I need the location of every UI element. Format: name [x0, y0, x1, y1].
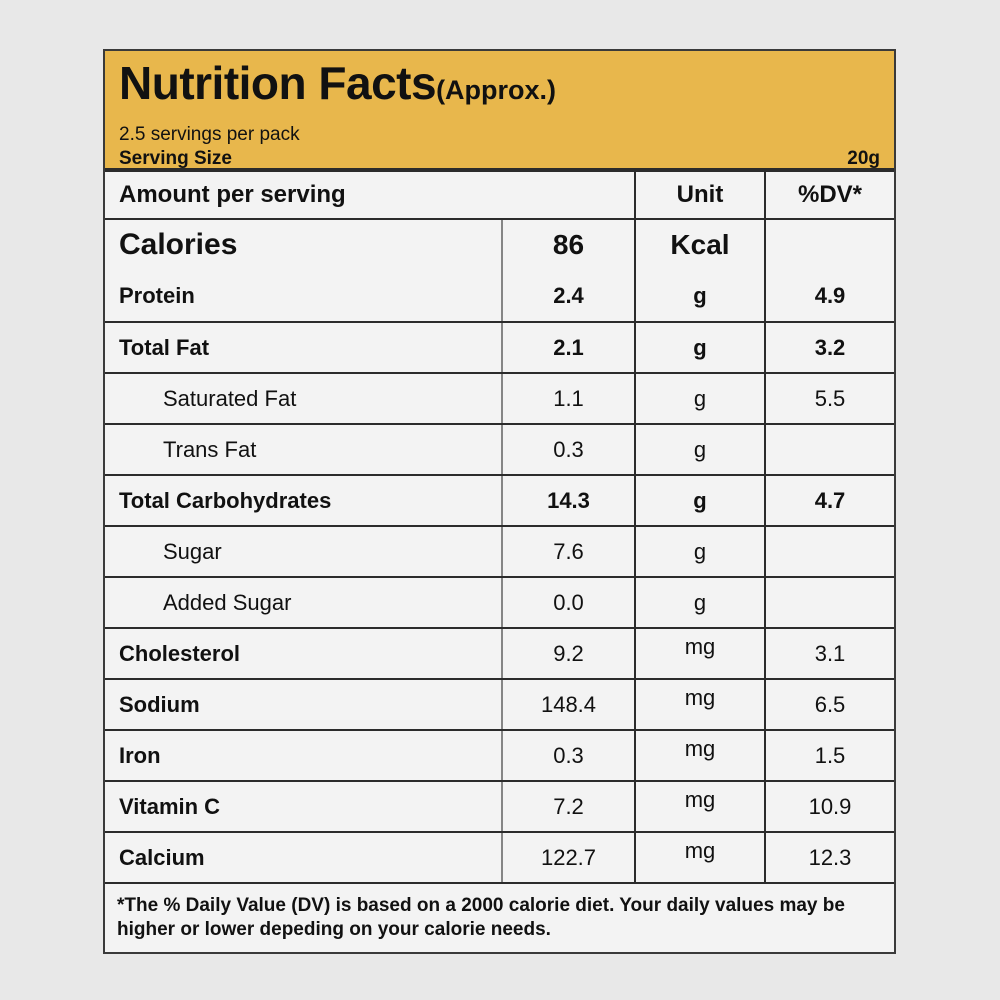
- nutrient-row: Vitamin C 7.2 mg 10.9: [105, 780, 894, 831]
- nutrient-row: Sodium 148.4 mg 6.5: [105, 678, 894, 729]
- nutrient-value: 0.3: [501, 731, 634, 780]
- nutrient-unit-text: mg: [684, 786, 716, 812]
- nutrient-label: Iron: [119, 742, 161, 768]
- nutrient-row: Added Sugar 0.0 g: [105, 576, 894, 627]
- approx-note: (Approx.): [436, 75, 557, 105]
- nutrition-title: Nutrition Facts: [119, 57, 437, 109]
- nutrient-row: Calcium 122.7 mg 12.3: [105, 831, 894, 882]
- label-header: Nutrition Facts(Approx.) 2.5 servings pe…: [105, 51, 894, 170]
- nutrient-dv: [764, 425, 894, 474]
- nutrient-label: Saturated Fat: [163, 385, 297, 411]
- amount-header-cell: Amount per serving: [119, 181, 346, 208]
- nutrient-unit: g: [634, 323, 764, 372]
- nutrient-label: Cholesterol: [119, 640, 241, 666]
- nutrient-unit: g: [634, 270, 764, 321]
- nutrient-value: 148.4: [501, 680, 634, 729]
- calories-row: Calories 86 Kcal: [105, 218, 894, 270]
- nutrient-label: Sodium: [119, 691, 200, 717]
- nutrient-unit: mg: [634, 680, 764, 729]
- nutrient-unit: g: [634, 476, 764, 525]
- nutrient-rows: Protein 2.4 g 4.9 Total Fat 2.1 g 3.2 Sa…: [105, 270, 894, 882]
- nutrient-value: 0.3: [501, 425, 634, 474]
- nutrient-value: 14.3: [501, 476, 634, 525]
- nutrient-label: Total Carbohydrates: [119, 487, 332, 513]
- calories-label: Calories: [119, 228, 238, 261]
- nutrient-value: 2.1: [501, 323, 634, 372]
- nutrient-unit: g: [634, 425, 764, 474]
- nutrient-label: Added Sugar: [163, 589, 292, 615]
- nutrient-label: Total Fat: [119, 334, 210, 360]
- nutrient-dv: 1.5: [764, 731, 894, 780]
- nutrient-value: 0.0: [501, 578, 634, 627]
- nutrient-dv: 10.9: [764, 782, 894, 831]
- table-header-row: Amount per serving Unit %DV*: [105, 170, 894, 218]
- nutrient-unit-text: g: [693, 334, 707, 360]
- nutrient-dv: 6.5: [764, 680, 894, 729]
- title-line: Nutrition Facts(Approx.): [119, 57, 880, 121]
- nutrient-value: 7.2: [501, 782, 634, 831]
- nutrient-row: Protein 2.4 g 4.9: [105, 270, 894, 321]
- nutrient-unit-text: mg: [684, 735, 716, 761]
- nutrient-row: Sugar 7.6 g: [105, 525, 894, 576]
- servings-count: 2.5 servings per pack: [119, 124, 300, 145]
- nutrient-row: Iron 0.3 mg 1.5: [105, 729, 894, 780]
- nutrient-value: 1.1: [501, 374, 634, 423]
- nutrient-unit-text: g: [693, 385, 707, 411]
- nutrient-label: Trans Fat: [163, 436, 257, 462]
- calories-dv: [764, 220, 894, 270]
- dv-header-cell: %DV*: [764, 172, 894, 218]
- nutrient-dv: 12.3: [764, 833, 894, 882]
- nutrient-unit-text: mg: [684, 684, 716, 710]
- nutrient-unit: g: [634, 527, 764, 576]
- nutrient-label: Sugar: [163, 538, 222, 564]
- nutrient-label: Vitamin C: [119, 793, 221, 819]
- nutrient-unit-text: mg: [684, 837, 716, 863]
- nutrient-unit: mg: [634, 629, 764, 678]
- serving-size-label: Serving Size: [119, 148, 232, 169]
- nutrient-dv: 4.7: [764, 476, 894, 525]
- nutrient-unit: mg: [634, 833, 764, 882]
- nutrient-dv: 3.1: [764, 629, 894, 678]
- nutrient-unit-text: mg: [684, 633, 716, 659]
- nutrient-row: Trans Fat 0.3 g: [105, 423, 894, 474]
- nutrient-dv: [764, 578, 894, 627]
- nutrient-value: 122.7: [501, 833, 634, 882]
- nutrient-unit: mg: [634, 731, 764, 780]
- nutrient-label: Protein: [119, 282, 195, 308]
- nutrient-unit-text: g: [693, 538, 707, 564]
- footnote: *The % Daily Value (DV) is based on a 20…: [105, 882, 894, 952]
- nutrient-row: Cholesterol 9.2 mg 3.1: [105, 627, 894, 678]
- serving-size-row: Serving Size 20g: [119, 147, 880, 171]
- nutrient-unit-text: g: [693, 282, 707, 308]
- unit-header-cell: Unit: [634, 172, 764, 218]
- nutrient-unit: g: [634, 374, 764, 423]
- nutrient-value: 7.6: [501, 527, 634, 576]
- nutrient-unit: mg: [634, 782, 764, 831]
- nutrient-dv: [764, 527, 894, 576]
- nutrition-label: Nutrition Facts(Approx.) 2.5 servings pe…: [103, 49, 896, 954]
- nutrient-dv: 4.9: [764, 270, 894, 321]
- nutrient-row: Total Fat 2.1 g 3.2: [105, 321, 894, 372]
- nutrient-unit-text: g: [693, 487, 707, 513]
- nutrient-dv: 5.5: [764, 374, 894, 423]
- nutrient-dv: 3.2: [764, 323, 894, 372]
- nutrient-unit-text: g: [693, 589, 707, 615]
- nutrient-row: Saturated Fat 1.1 g 5.5: [105, 372, 894, 423]
- calories-unit: Kcal: [634, 220, 764, 270]
- calories-value: 86: [501, 220, 634, 270]
- serving-size-value: 20g: [847, 148, 880, 169]
- nutrient-value: 2.4: [501, 270, 634, 321]
- nutrient-value: 9.2: [501, 629, 634, 678]
- nutrient-label: Calcium: [119, 844, 205, 870]
- nutrient-unit-text: g: [693, 436, 707, 462]
- nutrient-row: Total Carbohydrates 14.3 g 4.7: [105, 474, 894, 525]
- nutrient-unit: g: [634, 578, 764, 627]
